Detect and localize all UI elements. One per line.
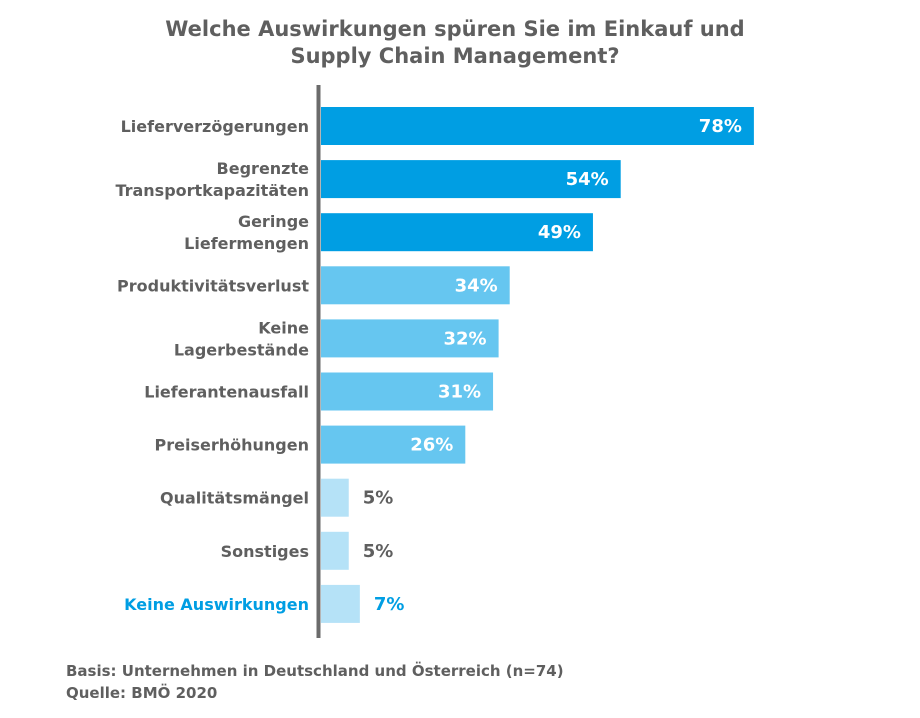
category-label: Geringe — [238, 212, 309, 231]
category-label: Produktivitätsverlust — [117, 276, 309, 295]
category-label: Liefermengen — [184, 234, 309, 253]
title-line-2: Supply Chain Management? — [290, 44, 620, 68]
bar — [321, 266, 510, 305]
category-label: Keine Auswirkungen — [124, 595, 309, 614]
category-label: Qualitätsmängel — [160, 489, 309, 508]
category-label: Transportkapazitäten — [115, 181, 309, 200]
title-line-1: Welche Auswirkungen spüren Sie im Einkau… — [165, 17, 745, 41]
bar — [321, 531, 349, 570]
data-label: 32% — [444, 328, 487, 349]
footer-basis: Basis: Unternehmen in Deutschland und Ös… — [66, 662, 564, 680]
bar — [321, 160, 621, 199]
bar — [321, 107, 754, 145]
category-label: Lagerbestände — [174, 340, 309, 359]
category-label: Sonstiges — [221, 542, 309, 561]
data-label: 34% — [455, 275, 498, 296]
data-label: 26% — [410, 435, 453, 456]
data-label: 54% — [566, 169, 609, 190]
data-label: 7% — [374, 594, 405, 615]
chart-title: Welche Auswirkungen spüren Sie im Einkau… — [0, 16, 910, 70]
data-label: 78% — [699, 116, 742, 137]
footer-source: Quelle: BMÖ 2020 — [66, 684, 218, 702]
category-label: Preiserhöhungen — [155, 436, 309, 455]
bar — [321, 584, 360, 623]
bar — [321, 425, 466, 464]
data-label: 31% — [438, 382, 481, 403]
category-label: Keine — [258, 318, 309, 337]
bar — [321, 478, 349, 517]
bar — [321, 372, 494, 411]
data-label: 5% — [363, 488, 394, 509]
bar — [321, 213, 593, 252]
category-label: Lieferverzögerungen — [121, 117, 309, 136]
data-label: 49% — [538, 222, 581, 243]
data-label: 5% — [363, 541, 394, 562]
bar — [321, 319, 499, 358]
category-label: Begrenzte — [217, 159, 310, 178]
category-label: Lieferantenausfall — [144, 383, 309, 402]
